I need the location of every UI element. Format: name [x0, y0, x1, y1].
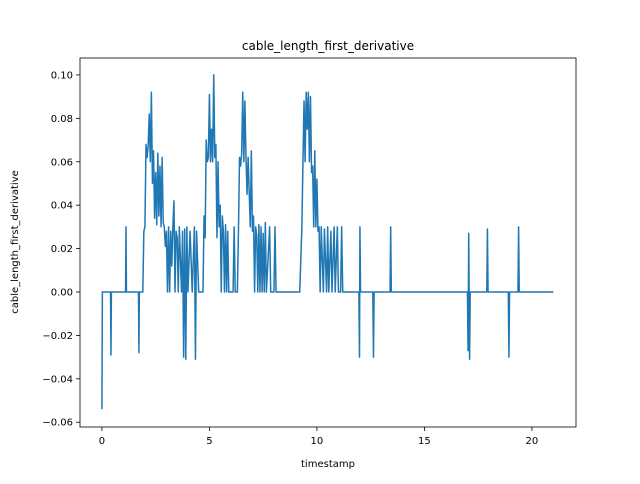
x-axis-label: timestamp — [301, 459, 355, 470]
data-line — [101, 74, 554, 410]
x-tick-label: 0 — [99, 436, 105, 447]
plot-frame — [79, 57, 577, 428]
y-tick-label: 0.10 — [51, 70, 73, 81]
y-axis-label: cable_length_first_derivative — [10, 170, 21, 314]
y-tick-label: −0.04 — [42, 374, 73, 385]
y-tick-label: −0.02 — [42, 331, 73, 342]
x-tick-label: 5 — [206, 436, 212, 447]
x-tick-label: 10 — [311, 436, 324, 447]
chart-title: cable_length_first_derivative — [242, 39, 414, 53]
y-tick-label: 0.02 — [51, 244, 73, 255]
y-tick-label: 0.08 — [51, 114, 73, 125]
x-tick-label: 15 — [418, 436, 431, 447]
y-tick-label: 0.04 — [51, 201, 73, 212]
y-tick-label: −0.06 — [42, 418, 73, 429]
y-tick-label: 0.06 — [51, 157, 73, 168]
y-tick-label: 0.00 — [51, 287, 73, 298]
x-tick-label: 20 — [526, 436, 539, 447]
